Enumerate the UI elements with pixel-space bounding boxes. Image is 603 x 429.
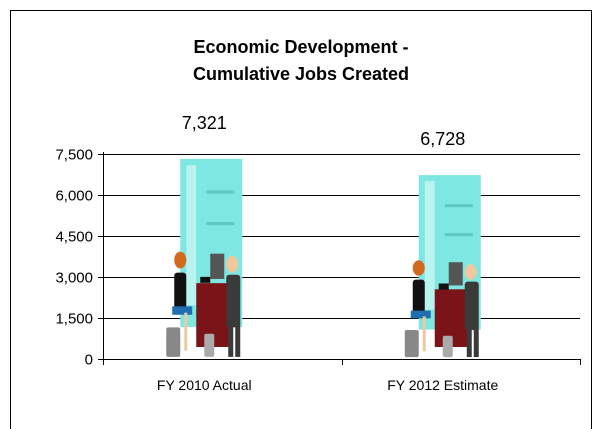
- chart-title-line-2: Cumulative Jobs Created: [192, 64, 410, 84]
- bar-man-body: [464, 281, 479, 330]
- bar-panel-highlight: [186, 165, 197, 306]
- bar-2: [404, 175, 481, 358]
- bar-bin: [442, 335, 453, 358]
- bar-bin: [204, 333, 215, 357]
- bar-man-head: [464, 264, 477, 280]
- bar-woman-leg: [422, 316, 426, 352]
- bar-chair: [172, 306, 193, 315]
- x-axis-ticks: FY 2010 Actual FY 2012 Estimate: [103, 359, 581, 393]
- bar-phone: [200, 276, 211, 283]
- bar-man-body: [226, 274, 241, 328]
- bar-shelf: [444, 204, 473, 208]
- bar-1: [166, 158, 243, 357]
- data-labels: 7,321 6,728: [182, 113, 466, 149]
- bar-woman-head: [174, 251, 187, 269]
- bars: [166, 158, 481, 358]
- x-tick-label: FY 2010 Actual: [157, 377, 252, 393]
- data-label: 7,321: [182, 113, 227, 133]
- chart-title: Economic Development - Cumulative Jobs C…: [10, 34, 592, 88]
- bar-man-leg: [235, 325, 241, 357]
- y-tick-label: 4,500: [55, 229, 93, 246]
- y-tick-label: 6,000: [55, 188, 93, 205]
- bar-shelf: [206, 222, 235, 226]
- bar-woman-body: [174, 272, 187, 311]
- bar-briefcase: [404, 329, 419, 358]
- data-label: 6,728: [420, 129, 465, 149]
- bar-chair: [410, 310, 431, 319]
- bar-man-leg: [473, 328, 479, 358]
- x-tick-label: FY 2012 Estimate: [387, 377, 498, 393]
- y-tick-label: 7,500: [55, 147, 93, 164]
- y-tick-label: 1,500: [55, 311, 93, 328]
- bar-shelf: [444, 233, 473, 237]
- bar-man-leg: [228, 325, 234, 357]
- bar-woman-body: [412, 279, 425, 315]
- bar-briefcase: [166, 327, 181, 357]
- bar-phone: [438, 283, 449, 290]
- bar-monitor: [210, 253, 225, 279]
- bar-man-leg: [466, 328, 472, 358]
- bar-man-head: [226, 255, 239, 273]
- y-tick-label: 3,000: [55, 270, 93, 287]
- bar-shelf: [206, 190, 235, 194]
- bar-woman-head: [412, 260, 425, 276]
- y-axis-ticks: 0 1,500 3,000 4,500 6,000 7,500: [55, 147, 103, 369]
- bar-woman-leg: [184, 312, 188, 351]
- chart-title-line-1: Economic Development -: [193, 37, 409, 57]
- y-tick-label: 0: [85, 352, 93, 369]
- bar-panel-highlight: [424, 180, 435, 310]
- bar-monitor: [448, 262, 463, 286]
